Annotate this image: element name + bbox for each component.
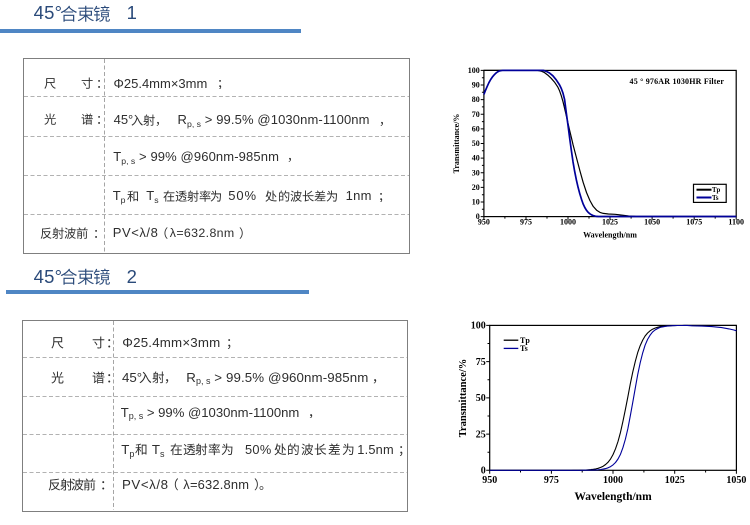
svg-text:Ts: Ts xyxy=(712,195,719,202)
svg-text:Tp: Tp xyxy=(520,336,530,345)
svg-text:45 ° 976AR 1030HR Filter: 45 ° 976AR 1030HR Filter xyxy=(630,77,725,86)
svg-text:950: 950 xyxy=(482,475,497,486)
svg-text:0: 0 xyxy=(476,212,480,221)
svg-text:Wavelength/nm: Wavelength/nm xyxy=(583,231,637,240)
svg-text:80: 80 xyxy=(472,95,480,104)
svg-text:1025: 1025 xyxy=(602,218,618,227)
svg-text:1100: 1100 xyxy=(728,218,744,227)
svg-text:90: 90 xyxy=(472,81,480,90)
svg-text:25: 25 xyxy=(476,429,486,440)
svg-text:975: 975 xyxy=(520,218,532,227)
svg-text:Transmittance/%: Transmittance/% xyxy=(452,114,461,174)
svg-text:10: 10 xyxy=(472,198,480,207)
svg-text:0: 0 xyxy=(481,466,486,477)
svg-text:1000: 1000 xyxy=(603,475,623,486)
svg-text:60: 60 xyxy=(472,125,480,134)
svg-text:30: 30 xyxy=(472,168,480,177)
svg-text:Wavelength/nm: Wavelength/nm xyxy=(574,491,652,503)
svg-text:1000: 1000 xyxy=(560,218,576,227)
svg-text:Transmittance/%: Transmittance/% xyxy=(458,359,469,438)
svg-text:1050: 1050 xyxy=(726,475,746,486)
svg-text:40: 40 xyxy=(472,154,480,163)
svg-text:1075: 1075 xyxy=(686,218,702,227)
svg-text:100: 100 xyxy=(468,66,480,75)
svg-text:Tp: Tp xyxy=(712,187,721,194)
svg-text:70: 70 xyxy=(472,110,480,119)
svg-text:50: 50 xyxy=(476,393,486,404)
svg-text:1050: 1050 xyxy=(644,218,660,227)
svg-text:975: 975 xyxy=(544,475,559,486)
svg-text:100: 100 xyxy=(471,321,486,332)
svg-text:75: 75 xyxy=(476,357,486,368)
svg-text:50: 50 xyxy=(472,139,480,148)
svg-text:20: 20 xyxy=(472,183,480,192)
svg-text:950: 950 xyxy=(478,218,490,227)
svg-text:1025: 1025 xyxy=(665,475,685,486)
svg-text:Ts: Ts xyxy=(520,344,528,353)
